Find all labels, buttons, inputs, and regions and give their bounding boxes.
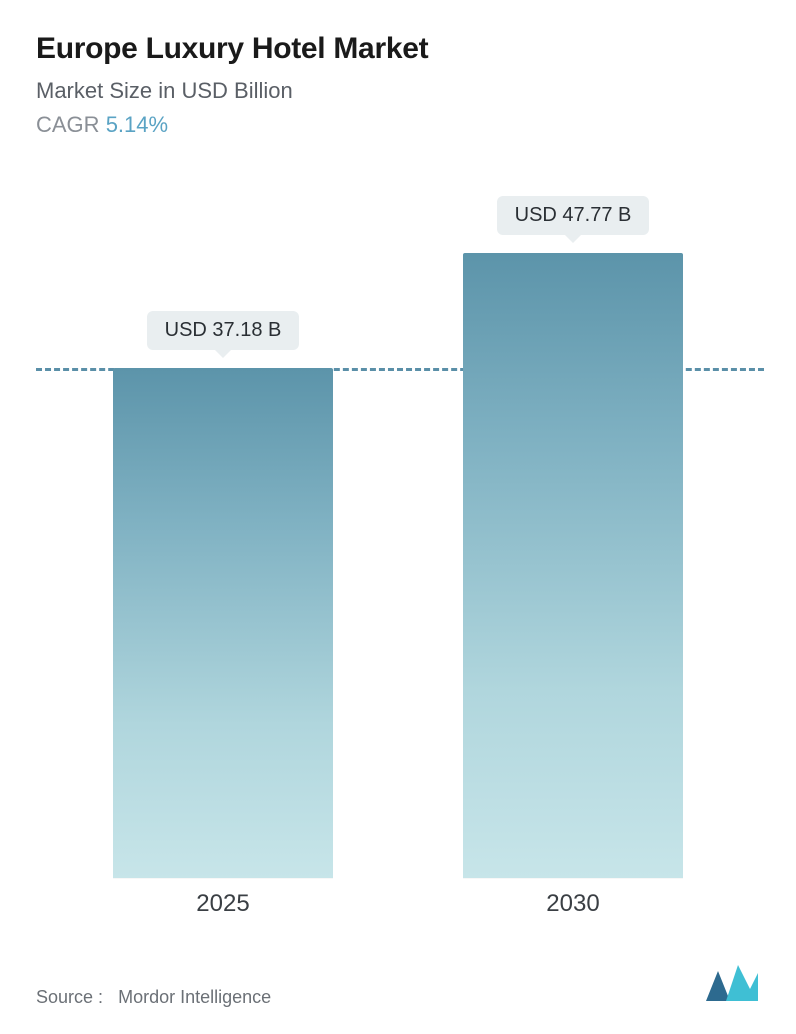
bar-2025 xyxy=(113,368,333,878)
bar-group-2025: USD 37.18 B xyxy=(113,311,333,878)
source-label: Source : xyxy=(36,987,103,1007)
brand-logo-icon xyxy=(704,963,760,1008)
value-badge: USD 37.18 B xyxy=(147,311,300,350)
cagr-label: CAGR xyxy=(36,112,100,137)
footer: Source : Mordor Intelligence xyxy=(36,963,760,1008)
value-badge: USD 47.77 B xyxy=(497,196,650,235)
chart-container: Europe Luxury Hotel Market Market Size i… xyxy=(0,0,796,1034)
x-axis-labels: 2025 2030 xyxy=(36,878,760,918)
chart-area: USD 37.18 B USD 47.77 B xyxy=(36,198,760,878)
bars-group: USD 37.18 B USD 47.77 B xyxy=(36,198,760,878)
x-label-2030: 2030 xyxy=(463,890,683,918)
source-text: Source : Mordor Intelligence xyxy=(36,987,271,1008)
bar-group-2030: USD 47.77 B xyxy=(463,196,683,878)
x-label-2025: 2025 xyxy=(113,890,333,918)
source-name: Mordor Intelligence xyxy=(118,987,271,1007)
cagr-value: 5.14% xyxy=(106,112,168,137)
page-title: Europe Luxury Hotel Market xyxy=(36,32,760,66)
cagr-row: CAGR 5.14% xyxy=(36,112,760,138)
subtitle: Market Size in USD Billion xyxy=(36,78,760,104)
bar-2030 xyxy=(463,253,683,878)
